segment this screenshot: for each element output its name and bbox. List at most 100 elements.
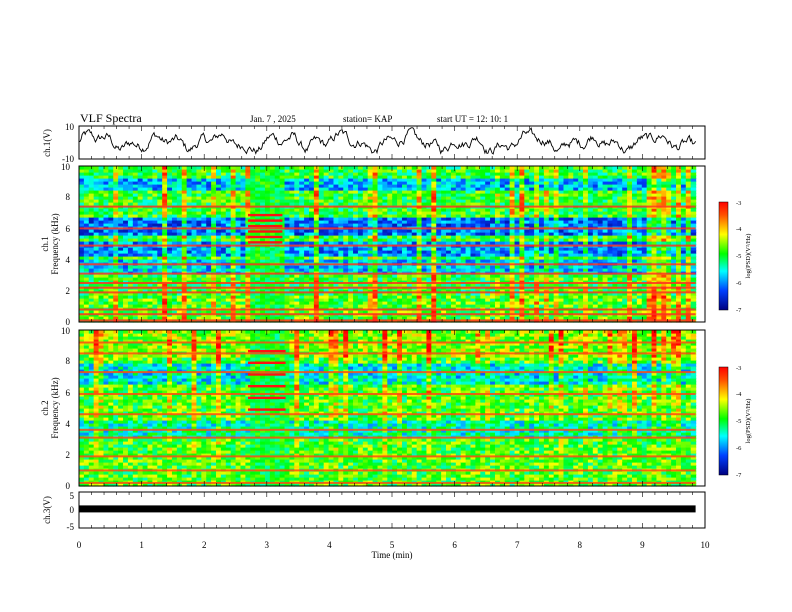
spectro-cell (446, 169, 452, 173)
spectro-cell (309, 166, 315, 170)
spectro-cell (240, 169, 246, 173)
spectro-cell (123, 229, 129, 233)
spectro-cell (387, 268, 393, 272)
spectro-cell (333, 241, 339, 245)
spectro-cell (127, 208, 134, 212)
spectro-cell (196, 208, 202, 212)
spectro-cell (171, 301, 178, 305)
spectro-cell (118, 283, 124, 287)
spectro-cell (230, 208, 237, 212)
spectro-cell (274, 199, 281, 203)
spectro-cell (387, 211, 393, 215)
spectro-cell (294, 238, 300, 242)
spectro-cell (480, 193, 486, 197)
spectro-cell (504, 202, 511, 206)
spectro-cell (279, 259, 286, 263)
spectro-cell (494, 238, 501, 242)
spectro-cell (494, 178, 501, 182)
spectro-cell (411, 292, 418, 296)
spectro-cell (333, 280, 339, 284)
spectro-cell (264, 181, 271, 185)
spectro-cell (147, 241, 153, 245)
spectro-cell (411, 298, 418, 302)
spectro-cell (264, 238, 271, 242)
spectro-cell (377, 187, 384, 191)
spectro-cell (401, 241, 408, 245)
spectro-cell (142, 241, 149, 245)
spectro-cell (304, 268, 310, 272)
spectro-cell (318, 298, 325, 302)
spectro-cell (123, 304, 129, 308)
ch1-ytick-bottom: -10 (62, 154, 74, 164)
spectro-cell (245, 181, 251, 185)
spectro-cell (367, 220, 374, 224)
spectro-cell (455, 175, 462, 179)
spectro-cell (446, 301, 452, 305)
spectro-cell (269, 199, 276, 203)
spectro-cell (196, 190, 202, 194)
spectro-cell (372, 178, 379, 182)
spectro-cell (274, 253, 281, 257)
spectro-cell (294, 181, 300, 185)
spectro-cell (181, 241, 188, 245)
spectro-cell (470, 247, 476, 251)
spectro-cell (421, 238, 428, 242)
spectro-cell (186, 304, 193, 308)
spectro-cell (367, 217, 374, 221)
spectro-cell (230, 247, 237, 251)
spectro-cell (260, 259, 266, 263)
spectro-cell (103, 235, 109, 239)
spectro-cell (162, 265, 168, 269)
spectro-cell (490, 202, 496, 206)
spectro-cell (274, 181, 281, 185)
spectro-cell (269, 211, 276, 215)
spectro-cell (225, 196, 232, 200)
spectro-cell (450, 250, 457, 254)
spectro-cell (216, 277, 222, 281)
spectro-cell (176, 169, 183, 173)
spectro-cell (426, 166, 432, 170)
spectro-cell (299, 181, 305, 185)
spectro-cell (387, 295, 393, 299)
spectro-cell (88, 181, 95, 185)
spectro-cell (186, 298, 193, 302)
spectro-cell (436, 199, 442, 203)
spectro-cell (382, 214, 388, 218)
spectro-cell (411, 268, 418, 272)
spectro-cell (392, 187, 398, 191)
spectro-cell (318, 223, 325, 227)
spectro-cell (353, 217, 359, 221)
spectro-cell (441, 247, 447, 251)
spectro-cell (83, 265, 90, 269)
spectro-cell (441, 187, 447, 191)
spectro-cell (441, 193, 447, 197)
spectro-cell (490, 253, 496, 257)
spectro-cell (118, 289, 124, 293)
spectro-cell (162, 247, 168, 251)
spectro-cell (108, 283, 114, 287)
spectro-cell (98, 295, 105, 299)
spectro-cell (171, 241, 178, 245)
spectro-cell (98, 220, 105, 224)
spectro-cell (274, 166, 281, 170)
spectro-cell (470, 304, 476, 308)
spectro-cell (318, 253, 325, 257)
spectro-cell (475, 277, 481, 281)
spectro-cell (436, 169, 442, 173)
spectro-cell (294, 202, 300, 206)
spectro-cell (372, 310, 379, 314)
spectro-cell (318, 196, 325, 200)
spectro-cell (240, 241, 246, 245)
spectro-cell (79, 199, 85, 203)
spectro-cell (416, 250, 423, 254)
spectro-cell (137, 172, 144, 176)
spectro-cell (504, 298, 511, 302)
spectro-cell (279, 277, 286, 281)
spectro-cell (79, 292, 85, 296)
spectro-cell (230, 238, 237, 242)
spectro-cell (411, 220, 418, 224)
spectro-cell (421, 232, 428, 236)
spectro-cell (480, 292, 486, 296)
spectro-cell (333, 310, 339, 314)
spectro-cell (377, 265, 384, 269)
